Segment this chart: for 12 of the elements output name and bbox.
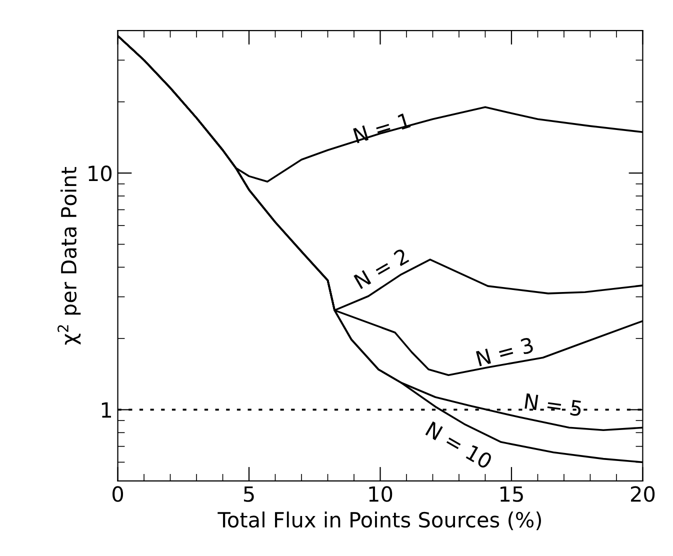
x-tick-label: 5 (244, 486, 254, 502)
annotation: N = 10 (425, 421, 494, 470)
annotation: N = 3 (476, 336, 534, 367)
y-axis-title: χ$^{2}$ per Data Point (58, 166, 81, 345)
x-tick-label: 0 (112, 486, 124, 502)
annotation: N = 2 (353, 248, 410, 290)
y-tick-label: 1 (102, 402, 111, 418)
x-tick-label: 10 (369, 486, 392, 502)
annotation: N = 5 (524, 393, 582, 417)
x-tick-label: 20 (630, 486, 655, 502)
x-tick-label: 15 (500, 486, 523, 502)
x-axis-title: Total Flux in Points Sources (%) (218, 512, 541, 530)
